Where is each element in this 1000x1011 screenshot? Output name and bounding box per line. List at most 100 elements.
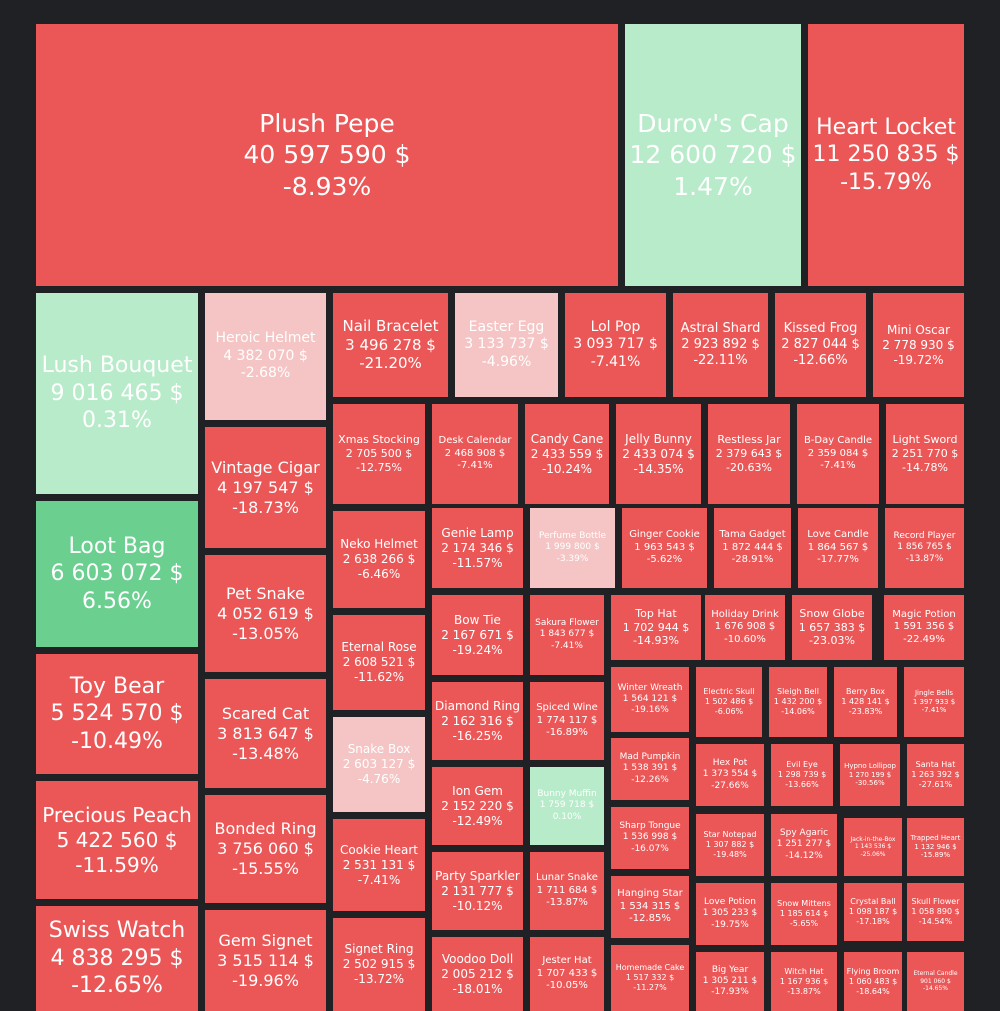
tile-spy-agaric[interactable]: Spy Agaric 1 251 277 $ -14.12% [771, 814, 837, 876]
tile-desk-calendar[interactable]: Desk Calendar 2 468 908 $ -7.41% [432, 404, 518, 504]
tile-durov-s-cap[interactable]: Durov's Cap 12 600 720 $1.47% [625, 24, 801, 286]
tile-easter-egg[interactable]: Easter Egg 3 133 737 $ -4.96% [455, 293, 558, 397]
tile-voodoo-doll[interactable]: Voodoo Doll 2 005 212 $ -18.01% [432, 937, 523, 1011]
tile-value: 2 162 316 $ [441, 713, 514, 728]
tile-snow-globe[interactable]: Snow Globe 1 657 383 $ -23.03% [792, 595, 872, 660]
tile-swiss-watch[interactable]: Swiss Watch 4 838 295 $ -12.65% [36, 906, 198, 1011]
tile-name: Skull Flower [911, 897, 960, 906]
tile-pet-snake[interactable]: Pet Snake 4 052 619 $ -13.05% [205, 555, 326, 672]
tile-scared-cat[interactable]: Scared Cat 3 813 647 $ -13.48% [205, 679, 326, 788]
tile-name: Xmas Stocking [338, 433, 420, 447]
tile-plush-pepe[interactable]: Plush Pepe 40 597 590 $ -8.93% [36, 24, 618, 286]
tile-lunar-snake[interactable]: Lunar Snake 1 711 684 $ -13.87% [530, 852, 604, 930]
tile-top-hat[interactable]: Top Hat 1 702 944 $ -14.93% [611, 595, 701, 660]
tile-name: Electric Skull [703, 687, 755, 696]
tile-signet-ring[interactable]: Signet Ring 2 502 915 $ -13.72% [333, 918, 425, 1011]
tile-eternal-candle[interactable]: Eternal Candle 901 060 $ -14.65% [907, 952, 964, 1011]
tile-cookie-heart[interactable]: Cookie Heart 2 531 131 $ -7.41% [333, 819, 425, 911]
tile-skull-flower[interactable]: Skull Flower 1 058 890 $ -14.54% [907, 883, 964, 941]
tile-vintage-cigar[interactable]: Vintage Cigar 4 197 547 $ -18.73% [205, 427, 326, 548]
tile-sharp-tongue[interactable]: Sharp Tongue 1 536 998 $ -16.07% [611, 807, 689, 869]
tile-b-day-candle[interactable]: B-Day Candle 2 359 084 $ -7.41% [797, 404, 879, 504]
tile-lol-pop[interactable]: Lol Pop 3 093 717 $ -7.41% [565, 293, 666, 397]
tile-love-candle[interactable]: Love Candle 1 864 567 $ -17.77% [798, 508, 878, 588]
tile-big-year[interactable]: Big Year 1 305 211 $ -17.93% [696, 952, 764, 1011]
tile-winter-wreath[interactable]: Winter Wreath 1 564 121 $ -19.16% [611, 667, 689, 732]
tile-hex-pot[interactable]: Hex Pot 1 373 554 $ -27.66% [696, 744, 764, 806]
tile-hanging-star[interactable]: Hanging Star 1 534 315 $ -12.85% [611, 876, 689, 938]
tile-spiced-wine[interactable]: Spiced Wine 1 774 117 $ -16.89% [530, 682, 604, 760]
tile-sleigh-bell[interactable]: Sleigh Bell 1 432 200 $ -14.06% [769, 667, 827, 737]
tile-star-notepad[interactable]: Star Notepad 1 307 882 $ -19.48% [696, 814, 764, 876]
tile-change: -16.07% [631, 843, 669, 854]
tile-neko-helmet[interactable]: Neko Helmet 2 638 266 $ -6.46% [333, 511, 425, 608]
tile-value: 1 657 383 $ [798, 620, 866, 634]
tile-value: 2 251 770 $ [891, 447, 959, 461]
tile-toy-bear[interactable]: Toy Bear 5 524 570 $ -10.49% [36, 654, 198, 774]
tile-bow-tie[interactable]: Bow Tie 2 167 671 $ -19.24% [432, 595, 523, 675]
tile-value: 4 382 070 $ [223, 347, 308, 364]
tile-change: -19.24% [452, 642, 503, 657]
tile-astral-shard[interactable]: Astral Shard 2 923 892 $ -22.11% [673, 293, 768, 397]
tile-perfume-bottle[interactable]: Perfume Bottle 1 999 800 $ -3.39% [530, 508, 615, 588]
tile-precious-peach[interactable]: Precious Peach 5 422 560 $ -11.59% [36, 781, 198, 899]
tile-snow-mittens[interactable]: Snow Mittens 1 185 614 $ -5.65% [771, 883, 837, 945]
tile-flying-broom[interactable]: Flying Broom 1 060 483 $ -18.64% [844, 952, 902, 1011]
tile-holiday-drink[interactable]: Holiday Drink 1 676 908 $ -10.60% [705, 595, 785, 660]
tile-value: 3 093 717 $ [573, 336, 658, 353]
tile-genie-lamp[interactable]: Genie Lamp 2 174 346 $ -11.57% [432, 508, 523, 588]
tile-kissed-frog[interactable]: Kissed Frog 2 827 044 $ -12.66% [775, 293, 866, 397]
tile-gem-signet[interactable]: Gem Signet 3 515 114 $ -19.96% [205, 910, 326, 1011]
tile-diamond-ring[interactable]: Diamond Ring 2 162 316 $ -16.25% [432, 682, 523, 760]
tile-jester-hat[interactable]: Jester Hat 1 707 433 $ -10.05% [530, 937, 604, 1011]
tile-value: 2 379 643 $ [715, 447, 783, 461]
tile-value: 5 422 560 $ [56, 827, 178, 852]
tile-crystal-ball[interactable]: Crystal Ball 1 098 187 $ -17.18% [844, 883, 902, 941]
tile-snake-box[interactable]: Snake Box 2 603 127 $ -4.76% [333, 717, 425, 812]
tile-jingle-bells[interactable]: Jingle Bells 1 397 933 $ -7.41% [904, 667, 964, 737]
tile-value: 1 397 933 $ [912, 697, 956, 706]
tile-magic-potion[interactable]: Magic Potion 1 591 356 $ -22.49% [884, 595, 964, 660]
tile-change: -11.59% [75, 852, 159, 877]
tile-record-player[interactable]: Record Player 1 856 765 $ -13.87% [885, 508, 964, 588]
tile-change: -16.25% [452, 728, 503, 743]
tile-light-sword[interactable]: Light Sword 2 251 770 $ -14.78% [886, 404, 964, 504]
tile-hypno-lollipop[interactable]: Hypno Lollipop 1 270 199 $ -30.56% [840, 744, 900, 806]
tile-name: Mini Oscar [886, 322, 951, 337]
tile-lush-bouquet[interactable]: Lush Bouquet 9 016 465 $0.31% [36, 293, 198, 494]
tile-xmas-stocking[interactable]: Xmas Stocking 2 705 500 $ -12.75% [333, 404, 425, 504]
tile-change: -2.68% [240, 365, 291, 382]
tile-tama-gadget[interactable]: Tama Gadget 1 872 444 $ -28.91% [714, 508, 791, 588]
tile-eternal-rose[interactable]: Eternal Rose 2 608 521 $ -11.62% [333, 615, 425, 710]
tile-bonded-ring[interactable]: Bonded Ring 3 756 060 $ -15.55% [205, 795, 326, 903]
tile-heart-locket[interactable]: Heart Locket 11 250 835 $ -15.79% [808, 24, 964, 286]
tile-santa-hat[interactable]: Santa Hat 1 263 392 $ -27.61% [907, 744, 964, 806]
tile-ginger-cookie[interactable]: Ginger Cookie 1 963 543 $ -5.62% [622, 508, 707, 588]
tile-jack-in-the-box[interactable]: Jack-in-the-Box 1 143 536 $ -25.06% [844, 818, 902, 876]
tile-name: Snow Mittens [777, 899, 831, 908]
tile-heroic-helmet[interactable]: Heroic Helmet 4 382 070 $ -2.68% [205, 293, 326, 420]
tile-candy-cane[interactable]: Candy Cane 2 433 559 $ -10.24% [525, 404, 609, 504]
tile-change: -18.64% [856, 986, 890, 996]
tile-nail-bracelet[interactable]: Nail Bracelet 3 496 278 $ -21.20% [333, 293, 448, 397]
tile-homemade-cake[interactable]: Homemade Cake 1 517 332 $ -11.27% [611, 945, 689, 1011]
tile-change: -13.72% [353, 972, 405, 986]
tile-loot-bag[interactable]: Loot Bag 6 603 072 $6.56% [36, 501, 198, 647]
tile-change: -16.89% [546, 727, 588, 739]
tile-restless-jar[interactable]: Restless Jar 2 379 643 $ -20.63% [708, 404, 790, 504]
tile-jelly-bunny[interactable]: Jelly Bunny 2 433 074 $ -14.35% [616, 404, 701, 504]
tile-mini-oscar[interactable]: Mini Oscar 2 778 930 $ -19.72% [873, 293, 964, 397]
tile-bunny-muffin[interactable]: Bunny Muffin 1 759 718 $0.10% [530, 767, 604, 845]
tile-berry-box[interactable]: Berry Box 1 428 141 $ -23.83% [834, 667, 897, 737]
tile-ion-gem[interactable]: Ion Gem 2 152 220 $ -12.49% [432, 767, 523, 845]
tile-electric-skull[interactable]: Electric Skull 1 502 486 $ -6.06% [696, 667, 762, 737]
tile-trapped-heart[interactable]: Trapped Heart 1 132 946 $ -15.89% [907, 818, 964, 876]
tile-value: 1 963 543 $ [634, 541, 695, 553]
tile-sakura-flower[interactable]: Sakura Flower 1 843 677 $ -7.41% [530, 595, 604, 675]
tile-mad-pumpkin[interactable]: Mad Pumpkin 1 538 391 $ -12.26% [611, 738, 689, 800]
tile-evil-eye[interactable]: Evil Eye 1 298 739 $ -13.66% [771, 744, 833, 806]
tile-love-potion[interactable]: Love Potion 1 305 233 $ -19.75% [696, 883, 764, 945]
tile-name: Sleigh Bell [777, 687, 819, 696]
tile-party-sparkler[interactable]: Party Sparkler 2 131 777 $ -10.12% [432, 852, 523, 930]
tile-witch-hat[interactable]: Witch Hat 1 167 936 $ -13.87% [771, 952, 837, 1011]
